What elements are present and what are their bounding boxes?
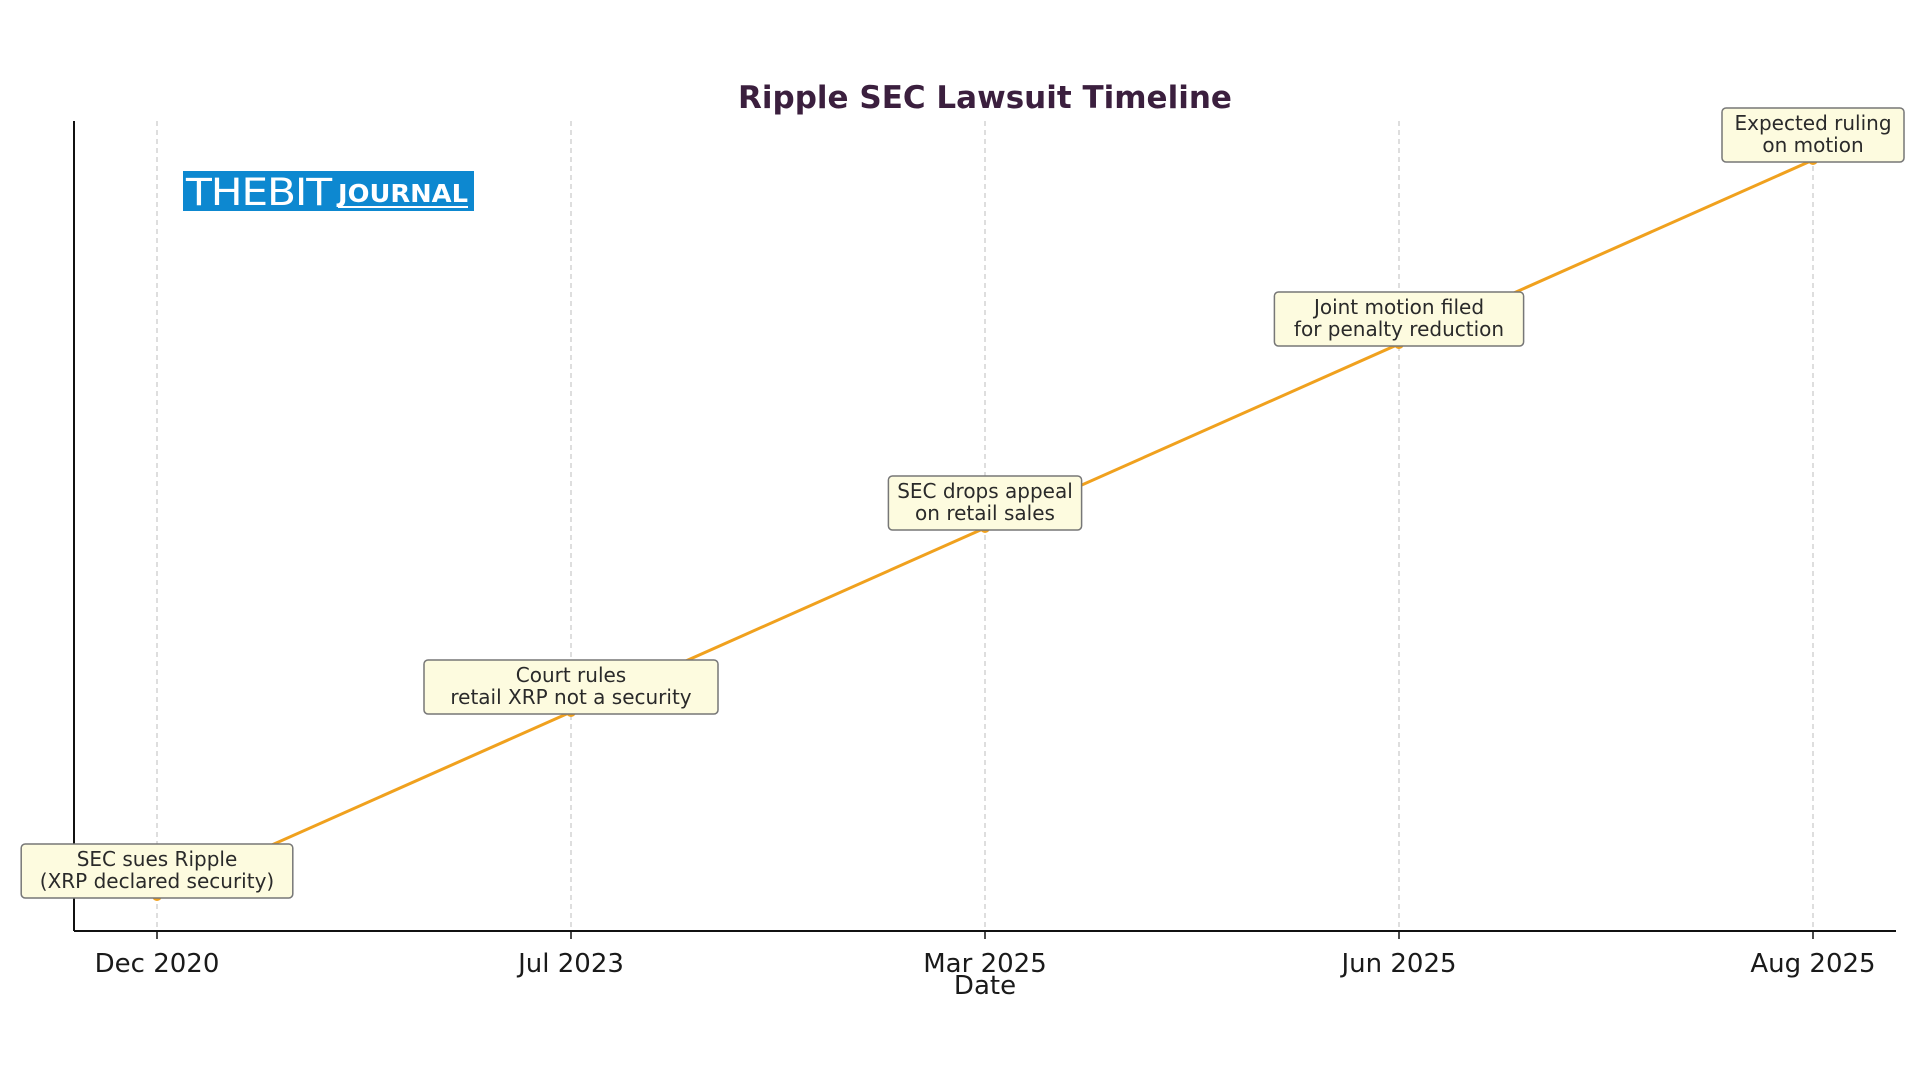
- annotation-label: SEC sues Ripple: [77, 847, 238, 871]
- axes: [73, 121, 1896, 939]
- chart-title: Ripple SEC Lawsuit Timeline: [738, 80, 1232, 116]
- x-tick-label: Aug 2025: [1750, 949, 1875, 979]
- x-tick-label: Dec 2020: [95, 949, 220, 979]
- annotation-label: Expected ruling: [1734, 111, 1891, 135]
- logo-text-main: THEBIT: [185, 171, 333, 214]
- annotation-label: Court rules: [516, 663, 626, 687]
- annotation-label: on retail sales: [915, 501, 1055, 525]
- annotation-label: SEC drops appeal: [897, 479, 1073, 503]
- annotation-label: for penalty reduction: [1294, 317, 1504, 341]
- annotation: SEC sues Ripple(XRP declared security): [20, 843, 294, 899]
- x-tick-labels: Dec 2020 Jul 2023 Mar 2025 Jun 2025 Aug 2025: [95, 949, 1876, 979]
- annotation-box: [20, 843, 294, 899]
- logo: THEBIT JOURNAL: [183, 171, 474, 214]
- annotation-box: [1721, 107, 1905, 163]
- x-tick-label: Jul 2023: [516, 949, 624, 979]
- annotation-box: [1273, 291, 1525, 347]
- annotation-box: [423, 659, 719, 715]
- x-tick-label: Jun 2025: [1339, 949, 1456, 979]
- logo-text-sub: JOURNAL: [336, 179, 468, 208]
- x-tick-label: Mar 2025: [923, 949, 1047, 979]
- annotation-label: retail XRP not a security: [450, 685, 691, 709]
- logo-background: [183, 171, 474, 211]
- annotation-label: (XRP declared security): [40, 869, 274, 893]
- x-axis-label: Date: [954, 971, 1016, 1001]
- annotation-box: [887, 475, 1083, 531]
- annotation-label: on motion: [1762, 133, 1863, 157]
- annotation-label: Joint motion filed: [1312, 295, 1484, 319]
- annotations: SEC sues Ripple(XRP declared security) Co…: [20, 107, 1905, 899]
